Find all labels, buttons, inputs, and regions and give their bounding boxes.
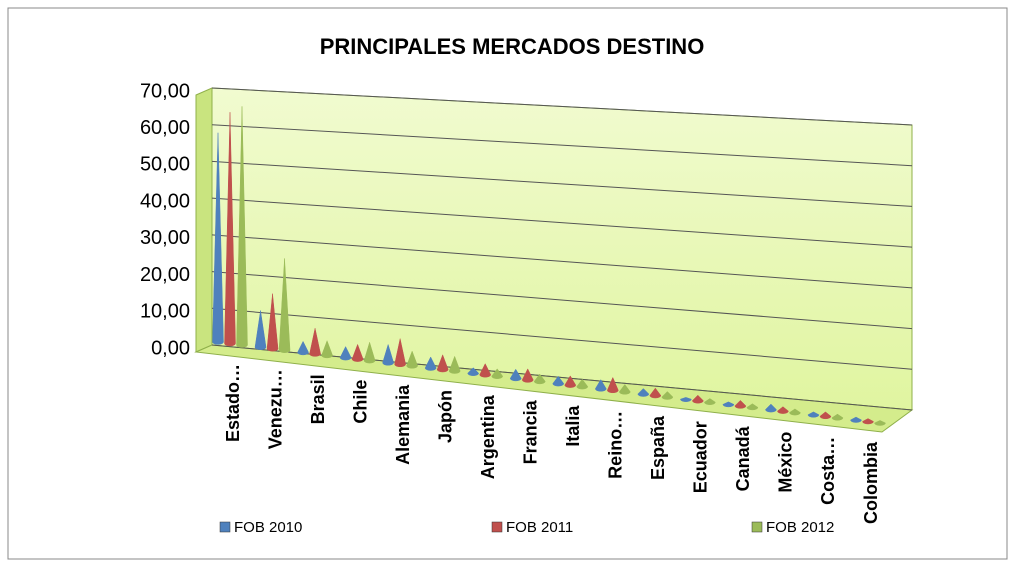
cone [363,341,376,364]
legend-swatch [219,521,231,533]
x-tick-label: México [776,432,796,493]
cone [479,363,491,378]
grid-line [211,307,913,370]
x-tick-label: Argentina [478,394,498,479]
cone [746,403,759,411]
cone [321,340,333,359]
cone [807,411,820,418]
x-tick-label: Ecuador [691,421,711,493]
cone [607,376,619,394]
x-tick-label: Japón [435,390,455,443]
x-tick-label: Reino… [606,411,626,479]
cone [533,373,546,385]
cone [862,418,874,425]
x-tick-label: Colombia [861,441,881,524]
cone [819,411,832,420]
cone [382,343,394,366]
cone [680,397,692,402]
cone [789,408,801,416]
x-tick-label: Chile [350,380,370,424]
cone [509,368,522,382]
cone [254,310,267,350]
cone [765,403,777,413]
cone [649,387,662,399]
cone [576,378,589,390]
y-tick-label: 60,00 [140,117,190,139]
cone [436,354,449,373]
cone [406,350,418,369]
x-tick-label: Venezu… [265,369,285,449]
side-wall [195,87,213,353]
cone [734,400,747,409]
cone [266,293,279,352]
cone [521,368,534,383]
cone [448,355,461,374]
x-tick-label: España [648,415,668,480]
x-tick-label: Brasil [308,374,328,424]
y-tick-label: 10,00 [140,301,190,323]
y-tick-label: 30,00 [140,227,190,249]
cone [351,343,364,362]
x-tick-label: Italia [563,405,583,447]
cone [297,340,309,356]
y-tick-label: 0,00 [151,337,190,359]
cone [661,391,674,400]
legend-swatch [491,521,503,533]
grid-line [211,87,913,126]
cone [722,401,735,408]
cone [491,368,503,379]
x-tick-label: Canadá [733,425,753,491]
grid-line [211,160,913,207]
cone [236,106,248,348]
cone [595,379,607,392]
x-tick-label: Estado… [223,364,243,442]
x-tick-label: Francia [520,399,540,464]
cone [394,338,406,368]
x-tick-label: Alemania [393,384,413,465]
cone [552,375,565,387]
cone [339,346,352,361]
cone [278,258,291,353]
cone [619,384,631,395]
grid-line [211,124,913,167]
cone [564,375,577,388]
cone [424,356,437,371]
cone [224,112,236,347]
y-tick-label: 50,00 [140,154,190,176]
grid-line [211,271,913,330]
y-tick-label: 40,00 [140,190,190,212]
cone [704,398,716,405]
cone [831,413,844,421]
legend-label: FOB 2011 [506,519,573,536]
y-tick-label: 70,00 [140,80,190,102]
legend-label: FOB 2012 [766,519,834,536]
legend-label: FOB 2010 [234,519,302,536]
cone [467,367,479,376]
grid-line [211,234,913,289]
x-tick-label: Costa… [818,437,838,505]
cone [850,416,862,423]
cone [692,394,704,404]
y-tick-label: 20,00 [140,264,190,286]
chart-title: PRINCIPALES MERCADOS DESTINO [320,34,705,59]
cone [637,388,650,397]
cone [212,132,224,345]
cone [309,328,321,357]
grid-line [211,197,913,248]
cone [777,406,789,414]
legend-swatch [751,521,763,533]
cone [874,420,886,426]
